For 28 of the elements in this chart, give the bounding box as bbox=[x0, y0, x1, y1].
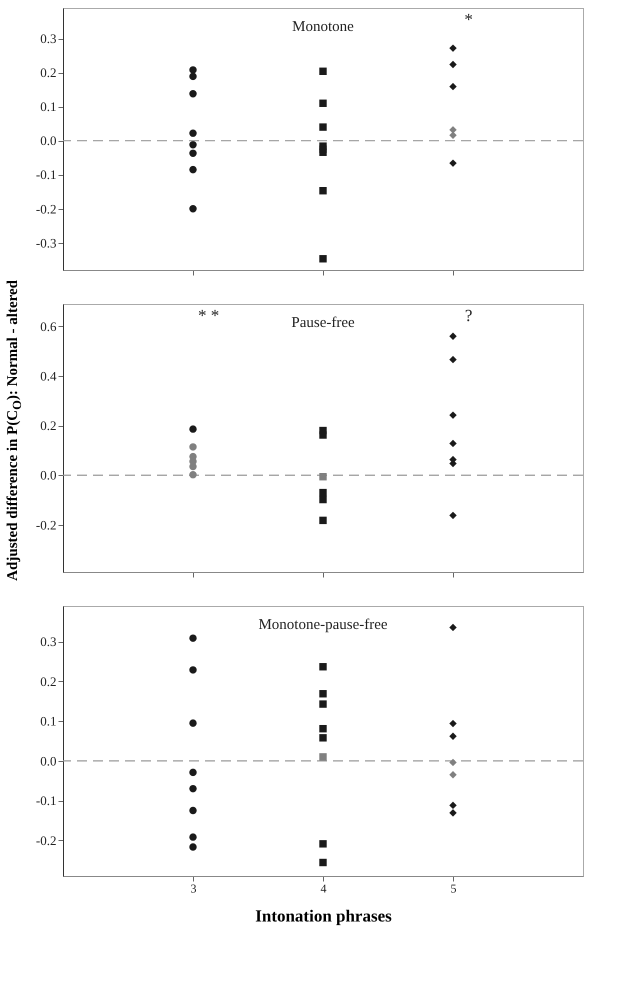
x-tick-label: 3 bbox=[190, 882, 196, 896]
y-tick-label: 0.4 bbox=[40, 368, 57, 384]
y-tick-label: 0.0 bbox=[40, 468, 56, 483]
y-tick-label: -0.2 bbox=[36, 832, 56, 848]
y-tick-label: 0.2 bbox=[40, 65, 56, 80]
y-tick-label: 0.1 bbox=[40, 714, 56, 729]
y-tick-label: -0.1 bbox=[36, 793, 56, 808]
y-tick-label: -0.2 bbox=[36, 517, 56, 532]
y-tick-label: 0.0 bbox=[40, 133, 56, 148]
y-tick-label: -0.1 bbox=[36, 167, 56, 182]
y-tick-label: 0.1 bbox=[40, 99, 56, 114]
x-tick-label: 4 bbox=[320, 882, 326, 896]
y-tick-label: 0.3 bbox=[40, 31, 56, 46]
annotation: * bbox=[464, 10, 473, 29]
y-tick-label: -0.2 bbox=[36, 201, 56, 216]
x-tick-label: 5 bbox=[450, 882, 456, 896]
y-tick-label: 0.6 bbox=[40, 318, 57, 334]
annotation: * * bbox=[198, 306, 220, 325]
y-tick-label: 0.2 bbox=[40, 418, 56, 434]
annotation: ? bbox=[464, 306, 472, 325]
x-axis-title: Intonation phrases bbox=[255, 906, 392, 926]
text: Monotone-pause-free bbox=[258, 617, 388, 633]
y-tick-label: 0.2 bbox=[40, 674, 56, 689]
y-tick-label: 0.0 bbox=[40, 753, 56, 768]
text: Pause-free bbox=[291, 315, 355, 331]
text: Monotone bbox=[292, 19, 354, 35]
y-tick-label: 0.3 bbox=[40, 634, 56, 650]
y-tick-label: -0.3 bbox=[36, 235, 56, 250]
